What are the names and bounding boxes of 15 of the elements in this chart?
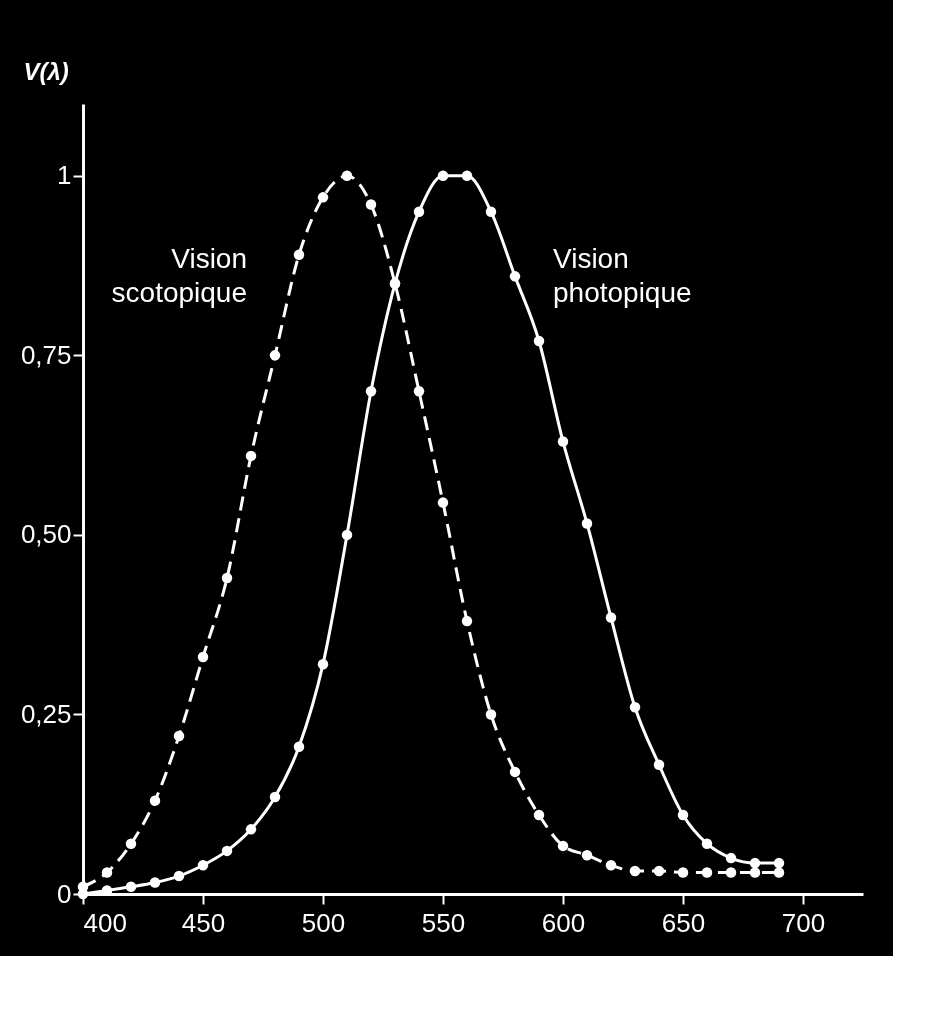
- x-tick-label: 400: [83, 907, 127, 938]
- y-tick-label: 0,75: [20, 339, 72, 370]
- y-axis-title: V(λ): [23, 57, 69, 85]
- y-tick-label: 0: [57, 878, 72, 909]
- y-tick-label: 0,25: [20, 698, 72, 729]
- x-tick-label: 550: [421, 907, 466, 938]
- series-label: Vision photopique: [553, 242, 692, 308]
- y-tick-label: 0,50: [20, 519, 72, 550]
- series-label: Vision scotopique: [111, 242, 247, 308]
- x-tick-label: 600: [541, 907, 586, 938]
- x-tick-label: 500: [301, 907, 346, 938]
- x-tick-label: 450: [181, 907, 226, 938]
- y-tick-label: 1: [57, 160, 72, 191]
- x-tick-label: 650: [661, 907, 706, 938]
- x-tick-label: 700: [781, 907, 826, 938]
